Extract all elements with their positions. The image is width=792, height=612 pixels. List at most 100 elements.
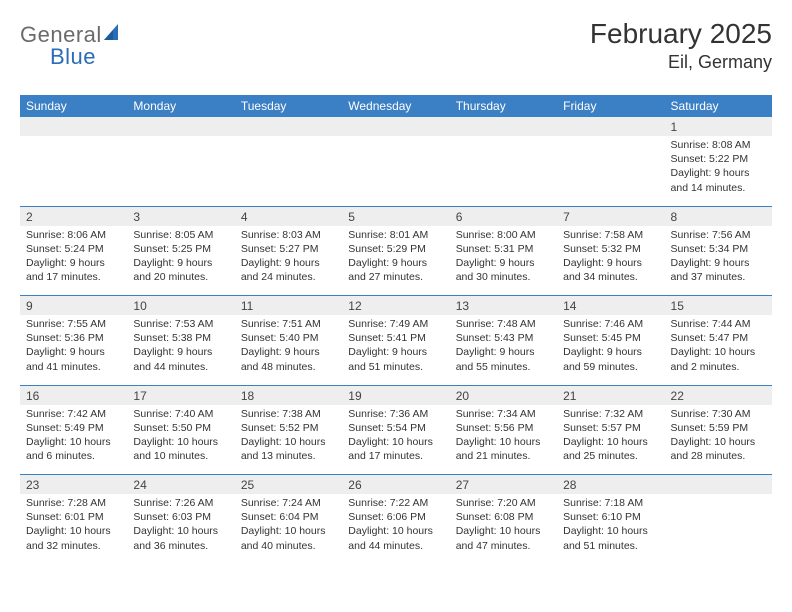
daylight-text: Daylight: 9 hours and 59 minutes. xyxy=(563,345,658,373)
sunset-text: Sunset: 5:22 PM xyxy=(671,152,766,166)
day-cell: Sunrise: 7:36 AMSunset: 5:54 PMDaylight:… xyxy=(342,405,449,475)
daylight-text: Daylight: 10 hours and 6 minutes. xyxy=(26,435,121,463)
sunset-text: Sunset: 5:27 PM xyxy=(241,242,336,256)
content-row: Sunrise: 8:06 AMSunset: 5:24 PMDaylight:… xyxy=(20,226,772,296)
content-row: Sunrise: 8:08 AM Sunset: 5:22 PM Dayligh… xyxy=(20,136,772,206)
day-cell: Sunrise: 7:55 AMSunset: 5:36 PMDaylight:… xyxy=(20,315,127,385)
sunset-text: Sunset: 6:06 PM xyxy=(348,510,443,524)
content-row: Sunrise: 7:55 AMSunset: 5:36 PMDaylight:… xyxy=(20,315,772,385)
daynum-row: 1 xyxy=(20,117,772,136)
sunset-text: Sunset: 5:57 PM xyxy=(563,421,658,435)
logo-text-blue: Blue xyxy=(50,44,96,69)
sunrise-text: Sunrise: 8:00 AM xyxy=(456,228,551,242)
day-cell: Sunrise: 7:24 AMSunset: 6:04 PMDaylight:… xyxy=(235,494,342,566)
day-number: 17 xyxy=(127,385,234,405)
day-cell: Sunrise: 7:46 AMSunset: 5:45 PMDaylight:… xyxy=(557,315,664,385)
day-cell: Sunrise: 8:00 AMSunset: 5:31 PMDaylight:… xyxy=(450,226,557,296)
day-number: 27 xyxy=(450,475,557,495)
sunrise-text: Sunrise: 7:53 AM xyxy=(133,317,228,331)
sunrise-text: Sunrise: 7:34 AM xyxy=(456,407,551,421)
day-number: 3 xyxy=(127,206,234,226)
daylight-text: Daylight: 9 hours and 17 minutes. xyxy=(26,256,121,284)
daylight-text: Daylight: 10 hours and 17 minutes. xyxy=(348,435,443,463)
day-cell: Sunrise: 7:56 AMSunset: 5:34 PMDaylight:… xyxy=(665,226,772,296)
sunrise-text: Sunrise: 7:24 AM xyxy=(241,496,336,510)
daynum-row: 16 17 18 19 20 21 22 xyxy=(20,385,772,405)
daylight-text: Daylight: 9 hours and 48 minutes. xyxy=(241,345,336,373)
sunset-text: Sunset: 5:29 PM xyxy=(348,242,443,256)
daylight-text: Daylight: 9 hours and 34 minutes. xyxy=(563,256,658,284)
calendar-table: Sunday Monday Tuesday Wednesday Thursday… xyxy=(20,95,772,566)
dayhead-saturday: Saturday xyxy=(665,95,772,117)
daylight-text: Daylight: 10 hours and 40 minutes. xyxy=(241,524,336,552)
day-number: 20 xyxy=(450,385,557,405)
sunrise-text: Sunrise: 7:32 AM xyxy=(563,407,658,421)
day-number: 4 xyxy=(235,206,342,226)
sunset-text: Sunset: 6:04 PM xyxy=(241,510,336,524)
daylight-text: Daylight: 9 hours and 44 minutes. xyxy=(133,345,228,373)
dayhead-tuesday: Tuesday xyxy=(235,95,342,117)
day-cell: Sunrise: 7:32 AMSunset: 5:57 PMDaylight:… xyxy=(557,405,664,475)
sunrise-text: Sunrise: 7:20 AM xyxy=(456,496,551,510)
sunrise-text: Sunrise: 7:51 AM xyxy=(241,317,336,331)
sunrise-text: Sunrise: 7:40 AM xyxy=(133,407,228,421)
day-cell: Sunrise: 8:08 AM Sunset: 5:22 PM Dayligh… xyxy=(665,136,772,206)
dayhead-thursday: Thursday xyxy=(450,95,557,117)
day-number: 23 xyxy=(20,475,127,495)
daylight-text: Daylight: 9 hours and 51 minutes. xyxy=(348,345,443,373)
sunset-text: Sunset: 6:01 PM xyxy=(26,510,121,524)
day-number xyxy=(557,117,664,136)
day-cell: Sunrise: 8:06 AMSunset: 5:24 PMDaylight:… xyxy=(20,226,127,296)
day-number: 5 xyxy=(342,206,449,226)
sunset-text: Sunset: 5:54 PM xyxy=(348,421,443,435)
day-number xyxy=(127,117,234,136)
sunset-text: Sunset: 5:56 PM xyxy=(456,421,551,435)
sunset-text: Sunset: 5:43 PM xyxy=(456,331,551,345)
day-number: 16 xyxy=(20,385,127,405)
day-number: 26 xyxy=(342,475,449,495)
sunrise-text: Sunrise: 7:44 AM xyxy=(671,317,766,331)
dayhead-wednesday: Wednesday xyxy=(342,95,449,117)
day-number: 21 xyxy=(557,385,664,405)
day-cell: Sunrise: 7:44 AMSunset: 5:47 PMDaylight:… xyxy=(665,315,772,385)
day-cell xyxy=(557,136,664,206)
day-cell: Sunrise: 7:22 AMSunset: 6:06 PMDaylight:… xyxy=(342,494,449,566)
sunrise-text: Sunrise: 8:05 AM xyxy=(133,228,228,242)
day-cell: Sunrise: 7:40 AMSunset: 5:50 PMDaylight:… xyxy=(127,405,234,475)
sunrise-text: Sunrise: 7:56 AM xyxy=(671,228,766,242)
sunrise-text: Sunrise: 8:08 AM xyxy=(671,138,766,152)
daylight-text: Daylight: 9 hours and 37 minutes. xyxy=(671,256,766,284)
dayhead-sunday: Sunday xyxy=(20,95,127,117)
daynum-row: 23 24 25 26 27 28 xyxy=(20,475,772,495)
sunset-text: Sunset: 5:38 PM xyxy=(133,331,228,345)
day-cell: Sunrise: 7:28 AMSunset: 6:01 PMDaylight:… xyxy=(20,494,127,566)
daylight-text: Daylight: 10 hours and 28 minutes. xyxy=(671,435,766,463)
daylight-text: Daylight: 9 hours and 14 minutes. xyxy=(671,166,766,194)
day-cell: Sunrise: 7:26 AMSunset: 6:03 PMDaylight:… xyxy=(127,494,234,566)
daylight-text: Daylight: 10 hours and 2 minutes. xyxy=(671,345,766,373)
sunset-text: Sunset: 5:59 PM xyxy=(671,421,766,435)
day-cell: Sunrise: 7:51 AMSunset: 5:40 PMDaylight:… xyxy=(235,315,342,385)
daylight-text: Daylight: 9 hours and 24 minutes. xyxy=(241,256,336,284)
sunrise-text: Sunrise: 7:55 AM xyxy=(26,317,121,331)
day-number xyxy=(665,475,772,495)
daylight-text: Daylight: 9 hours and 27 minutes. xyxy=(348,256,443,284)
sunrise-text: Sunrise: 7:28 AM xyxy=(26,496,121,510)
sunset-text: Sunset: 5:24 PM xyxy=(26,242,121,256)
day-number xyxy=(20,117,127,136)
sunset-text: Sunset: 5:47 PM xyxy=(671,331,766,345)
sunset-text: Sunset: 6:08 PM xyxy=(456,510,551,524)
sunrise-text: Sunrise: 8:06 AM xyxy=(26,228,121,242)
sunset-text: Sunset: 5:40 PM xyxy=(241,331,336,345)
sunset-text: Sunset: 5:32 PM xyxy=(563,242,658,256)
day-number: 7 xyxy=(557,206,664,226)
sunset-text: Sunset: 5:31 PM xyxy=(456,242,551,256)
day-cell: Sunrise: 8:03 AMSunset: 5:27 PMDaylight:… xyxy=(235,226,342,296)
day-cell: Sunrise: 7:38 AMSunset: 5:52 PMDaylight:… xyxy=(235,405,342,475)
day-number: 28 xyxy=(557,475,664,495)
day-number: 12 xyxy=(342,296,449,316)
dayhead-friday: Friday xyxy=(557,95,664,117)
day-number: 13 xyxy=(450,296,557,316)
daylight-text: Daylight: 10 hours and 32 minutes. xyxy=(26,524,121,552)
day-number xyxy=(235,117,342,136)
